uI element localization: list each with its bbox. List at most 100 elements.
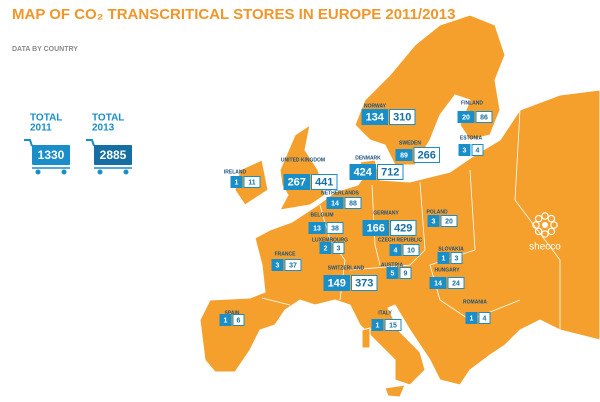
cart-wheel (123, 169, 129, 175)
logo-petal (534, 214, 543, 223)
value-2011-box (427, 215, 440, 227)
value-2013-box (311, 174, 338, 190)
country-name: POLAND (426, 209, 448, 215)
value-2011-box (465, 312, 478, 324)
value-2013: 24 (452, 280, 460, 287)
value-2011-box (349, 164, 376, 180)
logo-petal (550, 221, 558, 229)
value-2013-box (440, 215, 458, 227)
value-2011: 149 (328, 277, 346, 289)
total-label: TOTAL (92, 113, 124, 124)
value-2011: 2 (324, 245, 328, 252)
title: MAP OF CO₂ TRANSCRITICAL STORES IN EUROP… (12, 6, 455, 23)
subtitle: DATA BY COUNTRY (12, 46, 78, 53)
value-2013: 3 (455, 255, 459, 262)
value-2013-box (326, 222, 344, 234)
value-2011: 1 (376, 322, 380, 329)
value-2011: 89 (400, 152, 408, 159)
value-2013: 429 (394, 222, 412, 234)
value-2011: 1 (442, 255, 446, 262)
value-2011: 13 (313, 225, 321, 232)
value-2013: 88 (349, 200, 357, 207)
value-2013-box (447, 277, 465, 289)
total-year: 2013 (92, 123, 115, 134)
country-name: SWITZERLAND (328, 265, 365, 271)
value-2011: 1 (470, 315, 474, 322)
value-2011-box (437, 252, 450, 264)
value-2013-box (413, 147, 440, 163)
value-2013-box (475, 111, 493, 123)
logo-text: shecco (529, 242, 561, 253)
value-2013: 310 (393, 111, 411, 123)
value-2011-box (308, 222, 326, 234)
value-2013-box (377, 164, 404, 180)
value-2013-box (389, 109, 416, 125)
logo-center (542, 222, 548, 228)
country-name: ITALY (378, 310, 392, 316)
value-2011-box (362, 220, 389, 236)
value-2013: 86 (480, 114, 488, 121)
value-2013-box (399, 267, 412, 279)
scandinavia (354, 14, 506, 166)
value-2011-box (230, 176, 243, 188)
value-2013-box (384, 319, 402, 331)
country-name: FINLAND (461, 100, 483, 106)
cart-wheel (61, 169, 67, 175)
sicily (384, 384, 406, 398)
cart-body (94, 145, 132, 165)
logo-petal (534, 227, 543, 236)
value-2013: 9 (404, 270, 408, 277)
value-2011-box (283, 174, 310, 190)
value-2013-box (390, 220, 417, 236)
value-2013: 4 (483, 315, 487, 322)
value-2011-box (395, 149, 413, 161)
value-2011: 20 (462, 114, 470, 121)
value-2011: 267 (288, 176, 306, 188)
cart-wheel (35, 169, 41, 175)
value-2011-box (389, 244, 402, 256)
value-2013-box (351, 275, 378, 291)
value-2011-box (319, 242, 332, 254)
value-2013-box (243, 176, 261, 188)
sardinia (361, 327, 371, 349)
value-2013: 3 (337, 245, 341, 252)
border (349, 181, 426, 271)
logo: shecco (529, 212, 561, 253)
total-year: 2011 (30, 123, 52, 134)
value-2011-box (458, 144, 471, 156)
country-name: SPAIN (225, 310, 240, 316)
value-2013: 373 (355, 277, 373, 289)
value-2013: 266 (418, 149, 436, 161)
value-2011: 5 (391, 270, 395, 277)
value-2011: 424 (354, 166, 373, 178)
value-2013: 712 (381, 166, 399, 178)
logo-petal (547, 214, 556, 223)
value-2011: 3 (276, 262, 280, 269)
country-name: IRELAND (224, 169, 247, 175)
value-2013-box (478, 312, 491, 324)
value-2011-box (429, 277, 447, 289)
value-2011: 1 (224, 317, 228, 324)
logo-petal (532, 221, 540, 229)
value-2013-box (232, 314, 245, 326)
country-name: FRANCE (275, 251, 296, 257)
great-britain (279, 123, 326, 211)
value-2013: 37 (289, 262, 297, 269)
cart-wheel (97, 169, 103, 175)
cart-handle (86, 139, 95, 147)
total-label: TOTAL (30, 113, 62, 124)
border (514, 109, 561, 330)
value-2013: 441 (315, 176, 333, 188)
value-2013-box (344, 197, 362, 209)
value-2011: 1 (235, 179, 239, 186)
value-2013-box (332, 242, 345, 254)
country-name: AUSTRIA (381, 262, 404, 268)
total-value: 2885 (100, 148, 127, 162)
cart-body (32, 145, 70, 165)
country-name: ROMANIA (463, 299, 487, 305)
value-2013-box (402, 244, 420, 256)
europe-map (199, 14, 600, 398)
value-2011-box (386, 267, 399, 279)
value-2013: 10 (407, 247, 415, 254)
